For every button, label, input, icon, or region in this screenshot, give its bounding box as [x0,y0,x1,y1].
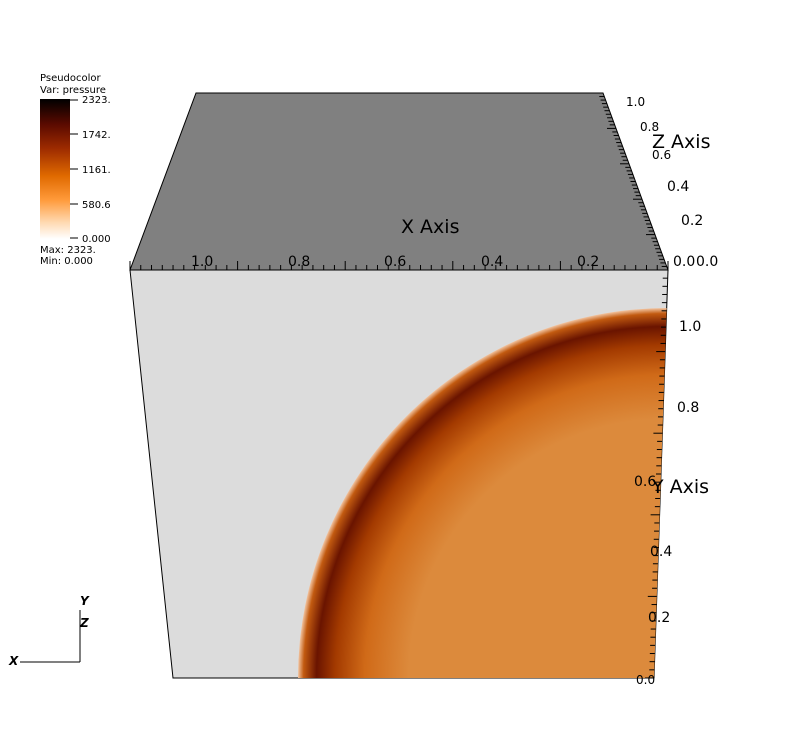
z-tick-label: 0.0 [696,254,718,270]
y-tick-label: 0.2 [648,610,670,626]
x-tick-label: 0.8 [288,254,310,270]
legend-tick-label: 580.6 [82,200,111,211]
triad-x-label: X [8,654,19,668]
legend-tick-label: 2323. [82,95,111,106]
z-axis-title: Z Axis [652,131,710,153]
legend-tick-label: 0.000 [82,234,111,245]
legend-tick-label: 1742. [82,130,111,141]
cube-top-face [129,92,669,271]
x-tick-label: 1.0 [191,254,213,270]
colorbar [40,99,70,239]
z-tick-label: 0.4 [667,179,689,195]
y-tick-label: 0.4 [650,544,672,560]
legend-variable: Var: pressure [40,85,106,96]
x-axis-title: X Axis [401,216,459,238]
z-tick-label: 0.2 [681,213,703,229]
legend-max: Max: 2323. [40,245,96,256]
z-tick-label: 0.8 [640,120,659,134]
triad-y-label: Y [80,594,90,608]
axis-triad: Y Z X [8,594,90,668]
x-tick-label: 0.4 [481,254,503,270]
y-tick-label: 0.0 [636,673,655,687]
colorbar-legend: Pseudocolor Var: pressure 2323. 1742. 11… [40,73,111,267]
y-axis-title: Y Axis [651,476,709,498]
y-tick-label: 0.8 [677,400,699,416]
colorbar-ticks [70,99,78,239]
y-tick-label: 1.0 [679,319,701,335]
legend-plot-type: Pseudocolor [40,73,102,84]
legend-tick-label: 1161. [82,165,111,176]
x-tick-label: 0.0 [673,254,695,270]
x-tick-label: 0.6 [384,254,406,270]
z-tick-label: 1.0 [626,95,645,109]
x-tick-label: 0.2 [577,254,599,270]
triad-z-label: Z [79,616,89,630]
legend-min: Min: 0.000 [40,256,93,267]
pressure-field [298,308,668,678]
y-tick-label: 0.6 [634,474,656,490]
z-tick-label: 0.6 [652,148,671,162]
x-axis-ticks [129,261,669,270]
y-axis-ticks [645,269,668,679]
z-axis-ticks [594,92,668,271]
